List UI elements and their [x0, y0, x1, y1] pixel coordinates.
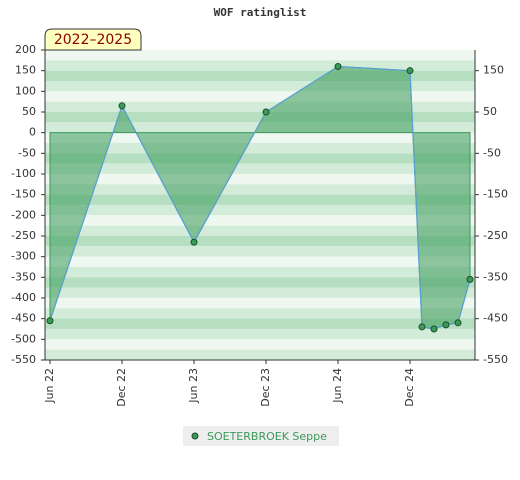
background-stripe [45, 349, 475, 360]
y-tick-label: -450 [11, 312, 36, 325]
y-tick-label: 50 [22, 105, 36, 118]
y2-tick-label: -150 [483, 188, 508, 201]
point [418, 323, 426, 331]
chart-title: WOF ratinglist [214, 6, 307, 19]
background-stripe [45, 132, 475, 143]
background-stripe [45, 111, 475, 123]
y-tick-label: -150 [11, 188, 36, 201]
background-stripe [45, 308, 475, 319]
background-stripe [45, 215, 475, 226]
x-tick-label: Dec 22 [115, 368, 128, 407]
background-stripe [45, 287, 475, 298]
y2-tick-label: -350 [483, 270, 508, 283]
point [190, 238, 198, 246]
y2-tick-label: 150 [483, 64, 504, 77]
point [466, 275, 474, 283]
y-tick-label: -250 [11, 229, 36, 242]
background-stripe [45, 235, 475, 247]
background-stripe [45, 277, 475, 288]
y-tick-label: -50 [18, 146, 36, 159]
y-tick-label: -550 [11, 353, 36, 366]
point [442, 321, 450, 329]
background-stripe [45, 297, 475, 309]
y-tick-label: -350 [11, 270, 36, 283]
background-stripe [45, 173, 475, 185]
background-stripe [45, 225, 475, 236]
legend-box [183, 426, 339, 446]
background-stripe [45, 184, 475, 195]
y-tick-label: -400 [11, 291, 36, 304]
background-stripe [45, 194, 475, 205]
point [454, 319, 462, 327]
background-stripe [45, 163, 475, 174]
background-stripe [45, 101, 475, 112]
background-stripe [45, 50, 475, 61]
legend-label: SOETERBROEK Seppe [207, 430, 327, 443]
y-tick-label: -300 [11, 250, 36, 263]
point [334, 63, 342, 71]
background-stripe [45, 318, 475, 329]
y2-tick-label: -50 [483, 146, 501, 159]
background-stripe [45, 153, 475, 164]
background-stripe [45, 246, 475, 257]
background-stripe [45, 204, 475, 216]
x-tick-label: Jun 22 [43, 368, 56, 404]
y2-tick-label: 50 [483, 105, 497, 118]
point [406, 67, 414, 75]
plot-background [45, 50, 475, 360]
point [262, 108, 270, 116]
x-tick-label: Jun 23 [187, 368, 200, 404]
y-tick-label: 100 [15, 84, 36, 97]
y-tick-label: -500 [11, 332, 36, 345]
y-tick-label: -200 [11, 208, 36, 221]
background-stripe [45, 70, 475, 81]
x-tick-label: Jun 24 [331, 368, 344, 404]
y-tick-label: 150 [15, 64, 36, 77]
x-tick-label: Dec 23 [259, 368, 272, 407]
background-stripe [45, 266, 475, 278]
background-stripe [45, 80, 475, 92]
y2-tick-label: -450 [483, 312, 508, 325]
background-stripe [45, 91, 475, 102]
point [430, 325, 438, 333]
x-tick-label: Dec 24 [403, 368, 416, 407]
y2-tick-label: -550 [483, 353, 508, 366]
background-stripe [45, 142, 475, 154]
background-stripe [45, 256, 475, 267]
background-stripe [45, 328, 475, 340]
y-tick-label: -100 [11, 167, 36, 180]
legend-marker [191, 432, 199, 440]
y-tick-label: 0 [29, 126, 36, 139]
point [118, 102, 126, 110]
y-tick-label: 200 [15, 43, 36, 56]
background-stripe [45, 60, 475, 71]
annotation: 2022–2025 [54, 32, 132, 48]
annotation-box [44, 28, 142, 51]
point [46, 317, 54, 325]
background-stripe [45, 339, 475, 350]
y2-tick-label: -250 [483, 229, 508, 242]
